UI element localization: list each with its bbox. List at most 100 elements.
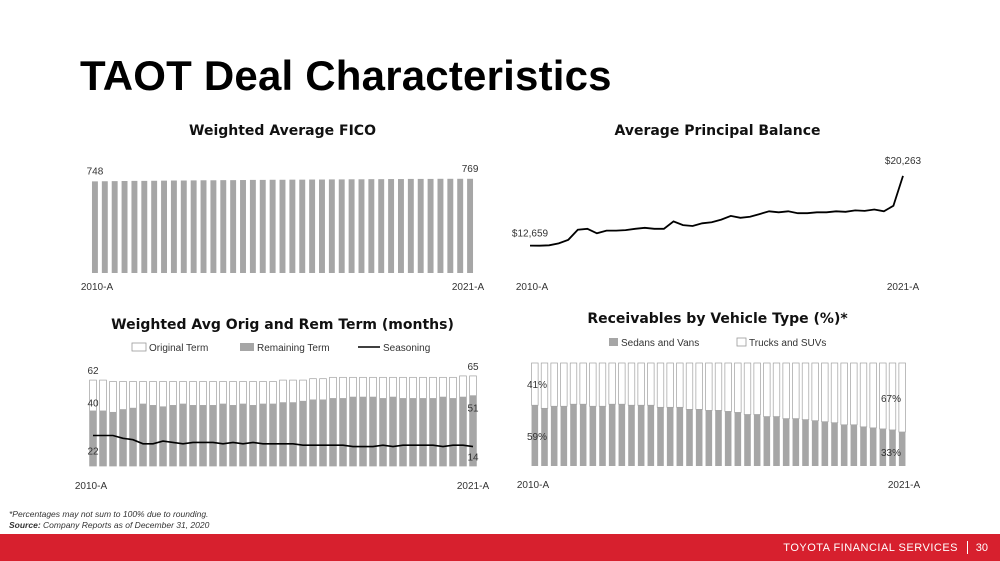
sedans-vans-bar bbox=[579, 404, 587, 466]
trucks-suvs-bar bbox=[656, 362, 665, 408]
footer-brand: TOYOTA FINANCIAL SERVICES bbox=[783, 542, 958, 554]
remaining-term-bar bbox=[389, 396, 397, 466]
remaining-term-bar bbox=[259, 403, 267, 466]
remaining-term-bar bbox=[289, 402, 297, 466]
sedans-vans-bar bbox=[628, 405, 635, 466]
trucks-suvs-bar bbox=[627, 362, 636, 406]
page-number: 30 bbox=[975, 542, 988, 554]
source-label: Source: bbox=[9, 520, 41, 530]
orig-first-label: 62 bbox=[87, 366, 99, 377]
sedans-vans-bar bbox=[734, 412, 742, 466]
term-x-end: 2021-A bbox=[457, 481, 490, 492]
remaining-term-bar bbox=[199, 405, 207, 466]
footer-bar: TOYOTA FINANCIAL SERVICES 30 bbox=[0, 534, 1000, 561]
legend-label-seasoning: Seasoning bbox=[383, 343, 430, 354]
sedans-vans-bar bbox=[889, 429, 896, 466]
remaining-term-bar bbox=[129, 407, 137, 466]
remaining-term-bar bbox=[369, 396, 377, 466]
trucks-suvs-bar bbox=[792, 362, 800, 419]
fico-bar bbox=[151, 180, 158, 273]
trucks-suvs-bar bbox=[579, 362, 587, 405]
remaining-term-bar bbox=[469, 395, 477, 466]
trucks-suvs-bar bbox=[666, 362, 674, 408]
sedans-vans-bar bbox=[792, 418, 800, 466]
sedans-vans-bar bbox=[821, 421, 829, 466]
remaining-term-bar bbox=[349, 396, 357, 466]
trucks-suvs-bar bbox=[724, 362, 732, 412]
fico-bar bbox=[299, 179, 306, 273]
trucks-suvs-bar bbox=[705, 362, 713, 411]
fico-bar bbox=[398, 179, 404, 273]
fico-bar bbox=[457, 178, 464, 273]
fico-chart: Weighted Average FICO 748 769 2010-A 2021-A bbox=[70, 120, 495, 295]
remaining-term-bar bbox=[449, 398, 457, 466]
rounding-note: *Percentages may not sum to 100% due to … bbox=[9, 509, 209, 519]
fico-bar bbox=[141, 180, 148, 273]
remaining-term-bar bbox=[409, 398, 417, 466]
sedans-vans-bar bbox=[715, 410, 722, 466]
seas-first-label: 22 bbox=[87, 447, 99, 458]
trucks-suvs-bar bbox=[801, 362, 810, 421]
sedans-vans-bar bbox=[695, 409, 703, 466]
fico-bar bbox=[190, 180, 197, 273]
fico-bar bbox=[170, 180, 177, 273]
remaining-term-bar bbox=[309, 399, 317, 466]
sedans-vans-bar bbox=[666, 407, 674, 466]
remaining-term-bar bbox=[339, 398, 347, 466]
term-chart: Weighted Avg Orig and Rem Term (months) … bbox=[70, 314, 495, 494]
fico-bar bbox=[230, 180, 237, 273]
vehicle-x-start: 2010-A bbox=[517, 480, 550, 491]
legend-label-remaining: Remaining Term bbox=[257, 343, 330, 354]
trucks-suvs-bar bbox=[550, 362, 558, 407]
trucks-suvs-bar bbox=[608, 362, 616, 405]
trucks-suvs-bar bbox=[685, 362, 694, 410]
fico-bar bbox=[180, 180, 187, 273]
sedans-vans-bar bbox=[802, 419, 809, 466]
trucks-suvs-bar bbox=[811, 362, 819, 422]
remaining-term-bar bbox=[419, 398, 427, 466]
remaining-term-bar bbox=[109, 411, 117, 466]
remaining-term-bar bbox=[269, 403, 277, 466]
trucks-suvs-bar bbox=[618, 362, 626, 405]
remaining-term-bar bbox=[99, 410, 107, 466]
sedans-vans-bar bbox=[637, 405, 645, 466]
truck-last-label: 67% bbox=[881, 394, 901, 405]
legend-label-trucks: Trucks and SUVs bbox=[749, 338, 826, 349]
sedans-vans-bar bbox=[763, 416, 771, 466]
sedans-vans-bar bbox=[541, 408, 548, 466]
legend-swatch-original bbox=[131, 342, 147, 352]
remaining-term-bar bbox=[459, 396, 467, 466]
fico-bar bbox=[220, 180, 227, 273]
sedans-vans-bar bbox=[753, 414, 761, 466]
remaining-term-bar bbox=[159, 406, 167, 466]
fico-bar bbox=[200, 180, 207, 273]
fico-bar bbox=[249, 179, 256, 273]
remaining-term-bar bbox=[359, 396, 367, 466]
trucks-suvs-bar bbox=[753, 362, 761, 415]
term-x-start: 2010-A bbox=[75, 481, 108, 492]
truck-first-label: 41% bbox=[527, 380, 547, 391]
remaining-term-bar bbox=[169, 405, 177, 466]
rem-first-label: 40 bbox=[87, 399, 99, 410]
trucks-suvs-bar bbox=[763, 362, 771, 417]
fico-bar bbox=[427, 178, 434, 273]
fico-x-end: 2021-A bbox=[452, 282, 485, 293]
footer-divider bbox=[967, 541, 968, 554]
principal-last-label: $20,263 bbox=[885, 156, 922, 167]
sedans-vans-bar bbox=[560, 406, 568, 466]
remaining-term-bar bbox=[149, 405, 157, 466]
fico-plot: 748 769 2010-A 2021-A bbox=[81, 164, 485, 293]
seas-last-label: 14 bbox=[467, 453, 479, 464]
remaining-term-bar bbox=[179, 403, 187, 466]
fico-bar bbox=[378, 179, 385, 273]
page-title: TAOT Deal Characteristics bbox=[80, 52, 612, 99]
remaining-term-bar bbox=[299, 400, 307, 466]
trucks-suvs-bar bbox=[859, 362, 868, 428]
remaining-term-bar bbox=[209, 405, 217, 466]
trucks-suvs-bar bbox=[743, 362, 752, 415]
fico-bar bbox=[131, 180, 138, 273]
fico-chart-title: Weighted Average FICO bbox=[189, 123, 376, 139]
legend-label-sedans: Sedans and Vans bbox=[621, 338, 699, 349]
sedans-vans-bar bbox=[879, 428, 887, 466]
fico-bar bbox=[269, 179, 276, 273]
